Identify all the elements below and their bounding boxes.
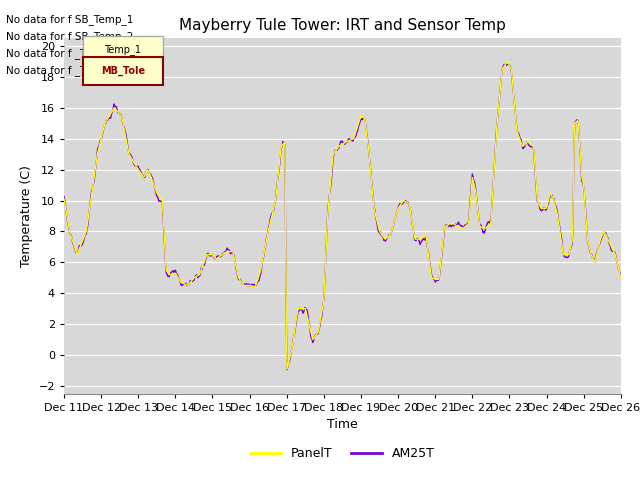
X-axis label: Time: Time bbox=[327, 418, 358, 431]
Y-axis label: Temperature (C): Temperature (C) bbox=[20, 165, 33, 267]
Text: No data for f _Temp_2: No data for f _Temp_2 bbox=[6, 65, 120, 76]
Legend: PanelT, AM25T: PanelT, AM25T bbox=[244, 443, 440, 466]
Text: MB_Tole: MB_Tole bbox=[101, 66, 145, 76]
Text: Temp_1: Temp_1 bbox=[104, 44, 141, 55]
Text: No data for f SB_Temp_1: No data for f SB_Temp_1 bbox=[6, 14, 134, 25]
Text: No data for f _Temp_1: No data for f _Temp_1 bbox=[6, 48, 120, 59]
Text: No data for f SB_Temp_2: No data for f SB_Temp_2 bbox=[6, 31, 134, 42]
Title: Mayberry Tule Tower: IRT and Sensor Temp: Mayberry Tule Tower: IRT and Sensor Temp bbox=[179, 18, 506, 33]
